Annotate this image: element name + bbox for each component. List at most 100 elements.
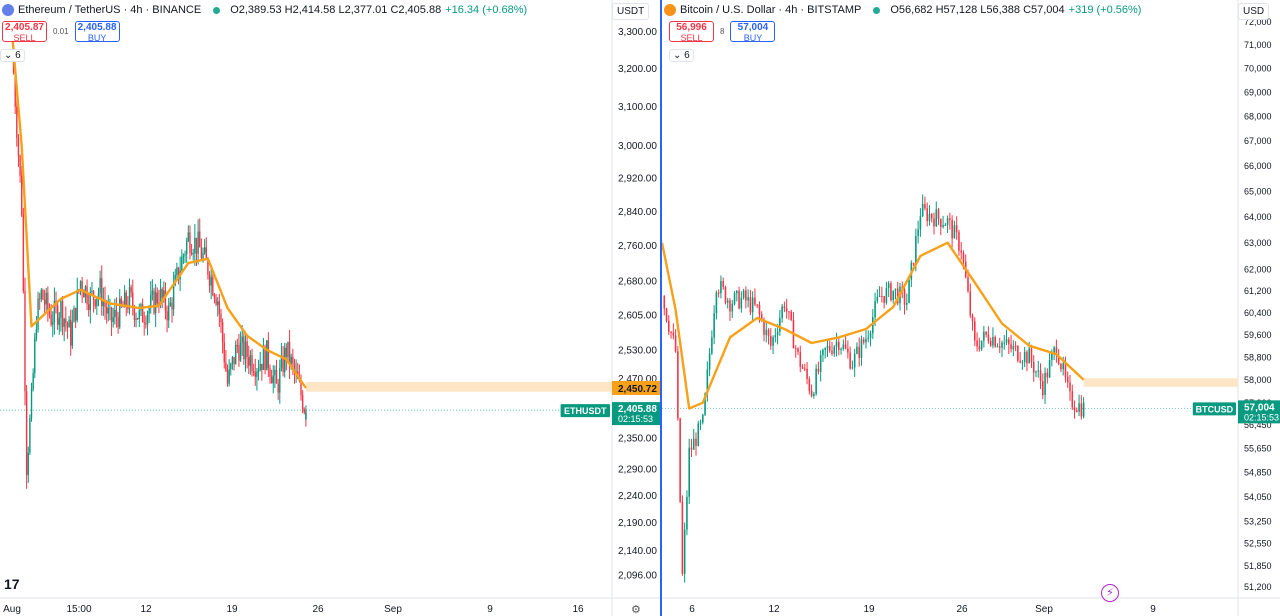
- candle-body: [702, 414, 704, 423]
- candle: [269, 364, 271, 384]
- price-tick-label: 67,000: [1244, 136, 1272, 146]
- candle-body: [745, 290, 747, 301]
- btc-indicators-toggle[interactable]: ⌄ 6: [669, 49, 694, 62]
- candle: [104, 286, 106, 320]
- candle-body: [112, 317, 114, 322]
- candle: [217, 296, 219, 317]
- price-tick-label: 52,550: [1244, 539, 1272, 549]
- candle: [842, 339, 845, 351]
- lightning-icon[interactable]: ⚡: [1101, 584, 1119, 602]
- candle: [145, 315, 147, 329]
- time-tick-label: 9: [487, 604, 493, 615]
- candle: [770, 328, 772, 350]
- btc-unit-selector[interactable]: USD: [1238, 3, 1270, 20]
- btc-chart-canvas[interactable]: 72,000 71,000 70,000 69,000 68,000 67,000 66,0…: [662, 0, 1280, 616]
- candle-body: [1026, 351, 1028, 364]
- candle-body: [109, 307, 111, 309]
- price-tick-label: 51,200: [1244, 582, 1272, 592]
- candle: [205, 237, 207, 259]
- candle: [686, 490, 688, 536]
- candle: [243, 332, 245, 365]
- eth-unit-selector[interactable]: USDT: [612, 3, 650, 20]
- candle: [112, 307, 114, 328]
- btc-sell-button[interactable]: 56,996 SELL: [669, 21, 714, 43]
- candle-body: [790, 311, 792, 320]
- candle: [199, 218, 201, 248]
- candle-body: [822, 349, 824, 355]
- price-axis[interactable]: 3,300.00 3,200.00 3,100.00 3,000.00 2,920.00…: [618, 27, 657, 582]
- candle: [817, 361, 820, 375]
- candle-body: [1042, 381, 1044, 396]
- btc-buy-button[interactable]: 57,004 BUY: [730, 21, 776, 43]
- candle-body: [715, 292, 718, 314]
- candle-body: [928, 213, 931, 222]
- candle-body: [230, 364, 232, 370]
- eth-sell-button[interactable]: 2,405.87 SELL: [2, 21, 47, 43]
- pane-divider[interactable]: [660, 0, 662, 616]
- candle: [971, 313, 974, 331]
- candle: [29, 414, 31, 456]
- candle-body: [145, 323, 147, 325]
- price-tick-label: 54,850: [1244, 468, 1272, 478]
- candle: [890, 281, 892, 302]
- time-axis[interactable]: Aug 15:00 12 19 26 Sep 9 16: [3, 604, 584, 615]
- candle-body: [1046, 372, 1049, 378]
- candle-body: [926, 208, 928, 222]
- candle-body: [717, 292, 720, 294]
- candle: [194, 224, 196, 266]
- candle-body: [205, 247, 207, 259]
- candle-body: [672, 332, 675, 336]
- candle-body: [96, 298, 98, 307]
- candle-body: [234, 345, 237, 365]
- candle: [1037, 360, 1040, 378]
- candle-body: [992, 336, 994, 346]
- btc-chart-pane[interactable]: 72,000 71,000 70,000 69,000 68,000 67,000 66,0…: [662, 0, 1280, 616]
- candle: [747, 289, 749, 308]
- candle-body: [248, 357, 250, 366]
- candle: [1023, 346, 1026, 368]
- candle-body: [45, 292, 47, 305]
- eth-chart-canvas[interactable]: 3,300.00 3,200.00 3,100.00 3,000.00 2,920.00…: [0, 0, 660, 616]
- candle-body: [161, 289, 163, 298]
- candle-body: [974, 321, 976, 341]
- candle-body: [942, 225, 944, 228]
- candle-body: [758, 304, 761, 315]
- candle-body: [136, 318, 139, 320]
- candle-body: [729, 300, 731, 312]
- candle: [869, 330, 872, 347]
- candle-body: [772, 337, 774, 346]
- eth-buy-button[interactable]: 2,405.88 BUY: [74, 21, 120, 43]
- candle: [949, 212, 951, 230]
- price-tick-label: 54,050: [1244, 492, 1272, 502]
- candle-body: [1073, 407, 1076, 411]
- candle-body: [1055, 347, 1058, 356]
- candle: [53, 287, 56, 335]
- candle-body: [27, 452, 29, 475]
- ticker-tag-label: BTCUSD: [1196, 404, 1234, 414]
- candle-body: [708, 353, 711, 370]
- candle-body: [958, 232, 960, 251]
- price-axis[interactable]: 72,000 71,000 70,000 69,000 68,000 67,000 66,0…: [1244, 17, 1272, 592]
- candle: [135, 312, 137, 328]
- time-axis[interactable]: 6 12 19 26 Sep 9: [689, 604, 1156, 615]
- price-tick-label: 2,140.00: [618, 546, 657, 557]
- candle: [87, 293, 90, 317]
- candle: [826, 338, 829, 358]
- candle-body: [66, 323, 69, 328]
- candle-body: [876, 296, 879, 302]
- candle: [146, 310, 149, 336]
- eth-chart-pane[interactable]: 3,300.00 3,200.00 3,100.00 3,000.00 2,920.00…: [0, 0, 660, 616]
- candle-body: [697, 423, 700, 446]
- price-tick-label: 3,000.00: [618, 141, 657, 152]
- tradingview-logo-icon[interactable]: 17: [4, 576, 20, 592]
- candle-body: [878, 295, 881, 297]
- candle: [824, 347, 826, 359]
- price-tick-label: 56,450: [1244, 420, 1272, 430]
- btc-symbol-title[interactable]: Bitcoin / U.S. Dollar · 4h · BITSTAMP: [680, 4, 862, 16]
- price-tick-label: 58,800: [1244, 352, 1272, 362]
- gear-icon[interactable]: ⚙: [631, 604, 641, 616]
- eth-symbol-title[interactable]: Ethereum / TetherUS · 4h · BINANCE: [18, 4, 202, 16]
- eth-indicators-toggle[interactable]: ⌄ 6: [0, 49, 25, 62]
- candle-body: [826, 345, 829, 348]
- price-tick-label: 2,530.00: [618, 345, 657, 356]
